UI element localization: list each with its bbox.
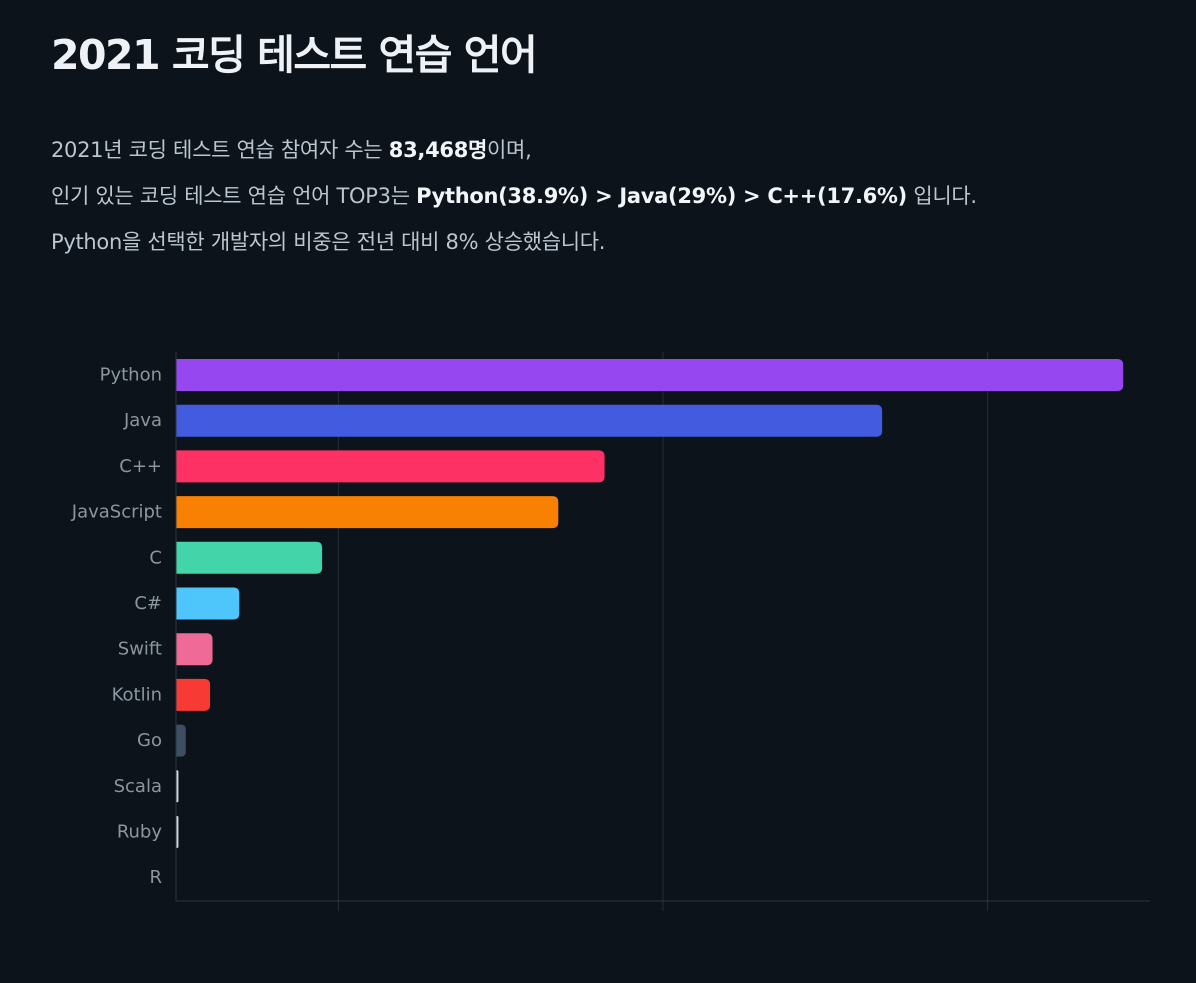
category-labels: Python Java C++ JavaScript C C# Swift Kotlin Go S… [71, 365, 163, 889]
bar-c [176, 541, 323, 574]
category-label-c: C [149, 547, 162, 568]
bar-python [176, 359, 1124, 391]
category-label-swift: Swift [118, 639, 162, 660]
bar-cplusplus [176, 450, 605, 483]
top3-languages: Python(38.9%) > Java(29%) > C++(17.6%) [416, 184, 907, 208]
bar-java [176, 404, 883, 437]
bar-go [176, 724, 186, 757]
summary-line-1-suffix: 이며, [487, 138, 532, 162]
grid-lines [337, 352, 989, 911]
summary-line-1: 2021년 코딩 테스트 연습 참여자 수는 83,468명이며, [51, 127, 977, 173]
bar-javascript [176, 496, 559, 529]
category-label-cplusplus: C++ [119, 456, 162, 477]
bar-kotlin [176, 678, 211, 711]
summary-line-3: Python을 선택한 개발자의 비중은 전년 대비 8% 상승했습니다. [51, 230, 606, 254]
summary-line-2: 인기 있는 코딩 테스트 연습 언어 TOP3는 Python(38.9%) >… [51, 173, 977, 219]
summary-line-2-text: 인기 있는 코딩 테스트 연습 언어 TOP3는 [51, 184, 417, 208]
bars [176, 359, 1124, 848]
bar-swift [176, 633, 213, 666]
category-label-javascript: JavaScript [71, 502, 162, 523]
category-label-ruby: Ruby [117, 822, 163, 843]
summary-line-1-text: 2021년 코딩 테스트 연습 참여자 수는 [51, 138, 389, 162]
category-label-go: Go [137, 730, 162, 751]
participant-count: 83,468명 [388, 138, 488, 162]
category-label-scala: Scala [114, 776, 162, 797]
bar-ruby [176, 816, 179, 848]
category-label-csharp: C# [134, 593, 162, 614]
category-label-kotlin: Kotlin [112, 684, 162, 705]
summary-line-2-suffix: 입니다. [906, 184, 977, 208]
page-title: 2021 코딩 테스트 연습 언어 [51, 31, 538, 79]
bar-csharp [176, 587, 240, 620]
category-label-r: R [149, 867, 162, 888]
summary-text: 2021년 코딩 테스트 연습 참여자 수는 83,468명이며, 인기 있는 … [51, 127, 977, 265]
bar-scala [176, 770, 179, 803]
category-label-python: Python [100, 365, 162, 386]
category-label-java: Java [123, 410, 162, 431]
